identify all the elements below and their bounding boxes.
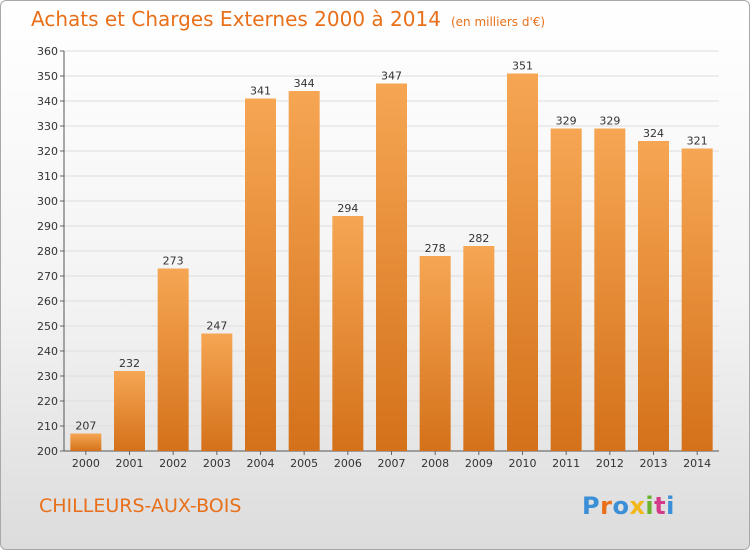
bar-2009	[463, 246, 495, 451]
y-tick-label: 270	[37, 270, 58, 283]
x-tick-label: 2001	[116, 457, 144, 470]
y-tick-label: 260	[37, 295, 58, 308]
y-tick-label: 210	[37, 420, 58, 433]
data-label: 351	[512, 60, 533, 73]
data-label: 341	[250, 85, 271, 98]
data-label: 329	[556, 115, 577, 128]
x-tick-label: 2002	[159, 457, 187, 470]
data-label: 232	[119, 357, 140, 370]
x-tick-label: 2006	[334, 457, 362, 470]
y-tick-label: 220	[37, 395, 58, 408]
data-label: 321	[687, 135, 708, 148]
bars	[70, 73, 713, 451]
y-tick-label: 310	[37, 170, 58, 183]
y-tick-label: 340	[37, 95, 58, 108]
data-label: 282	[468, 232, 489, 245]
data-label: 278	[425, 242, 446, 255]
y-tick-label: 240	[37, 345, 58, 358]
x-tick-label: 2007	[378, 457, 406, 470]
x-tick-label: 2005	[290, 457, 318, 470]
y-tick-label: 250	[37, 320, 58, 333]
bar-2010	[507, 73, 538, 451]
x-tick-label: 2008	[421, 457, 449, 470]
bar-2012	[594, 128, 626, 451]
proxiti-logo: Proxiti	[582, 492, 675, 520]
data-label: 344	[294, 77, 315, 90]
bar-2001	[114, 371, 145, 451]
x-tick-label: 2004	[247, 457, 275, 470]
bar-2002	[157, 268, 189, 451]
x-tick-label: 2011	[552, 457, 580, 470]
labels: 207 232 273 247 341 344 294 347 278 282 351 329 329 3…	[75, 60, 707, 433]
x-tick-label: 2009	[465, 457, 493, 470]
y-tick-label: 290	[37, 220, 58, 233]
chart-title: Achats et Charges Externes 2000 à 2014	[31, 7, 441, 31]
x-tick-label: 2003	[203, 457, 231, 470]
bar-2013	[638, 141, 669, 451]
x-tick-label: 2014	[683, 457, 711, 470]
bar-2003	[201, 333, 233, 451]
y-tick-label: 200	[37, 445, 58, 458]
bar-2005	[288, 91, 320, 451]
y-tick-label: 360	[37, 45, 58, 58]
data-label: 207	[75, 420, 96, 433]
chart-subtitle: (en milliers d'€)	[450, 15, 546, 29]
bar-2007	[376, 83, 407, 451]
place-name: CHILLEURS-AUX-BOIS	[39, 495, 242, 517]
chart-title-row: Achats et Charges Externes 2000 à 2014 (e…	[31, 7, 545, 31]
data-label: 329	[599, 115, 620, 128]
bar-2014	[681, 148, 713, 451]
bar-2008	[419, 256, 451, 451]
data-label: 347	[381, 70, 402, 83]
y-tick-label: 230	[37, 370, 58, 383]
y-tick-label: 350	[37, 70, 58, 83]
bar-2011	[550, 128, 582, 451]
y-tick-label: 280	[37, 245, 58, 258]
y-tick-label: 330	[37, 120, 58, 133]
data-label: 247	[206, 320, 227, 333]
data-label: 324	[643, 127, 664, 140]
data-label: 294	[337, 202, 358, 215]
x-tick-label: 2000	[72, 457, 100, 470]
bar-2000	[70, 433, 102, 451]
bar-2006	[332, 216, 364, 451]
x-tick-label: 2012	[596, 457, 624, 470]
x-tick-label: 2013	[640, 457, 668, 470]
y-tick-label: 300	[37, 195, 58, 208]
bar-2004	[245, 98, 276, 451]
data-label: 273	[163, 255, 184, 268]
y-tick-label: 320	[37, 145, 58, 158]
x-tick-label: 2010	[509, 457, 537, 470]
